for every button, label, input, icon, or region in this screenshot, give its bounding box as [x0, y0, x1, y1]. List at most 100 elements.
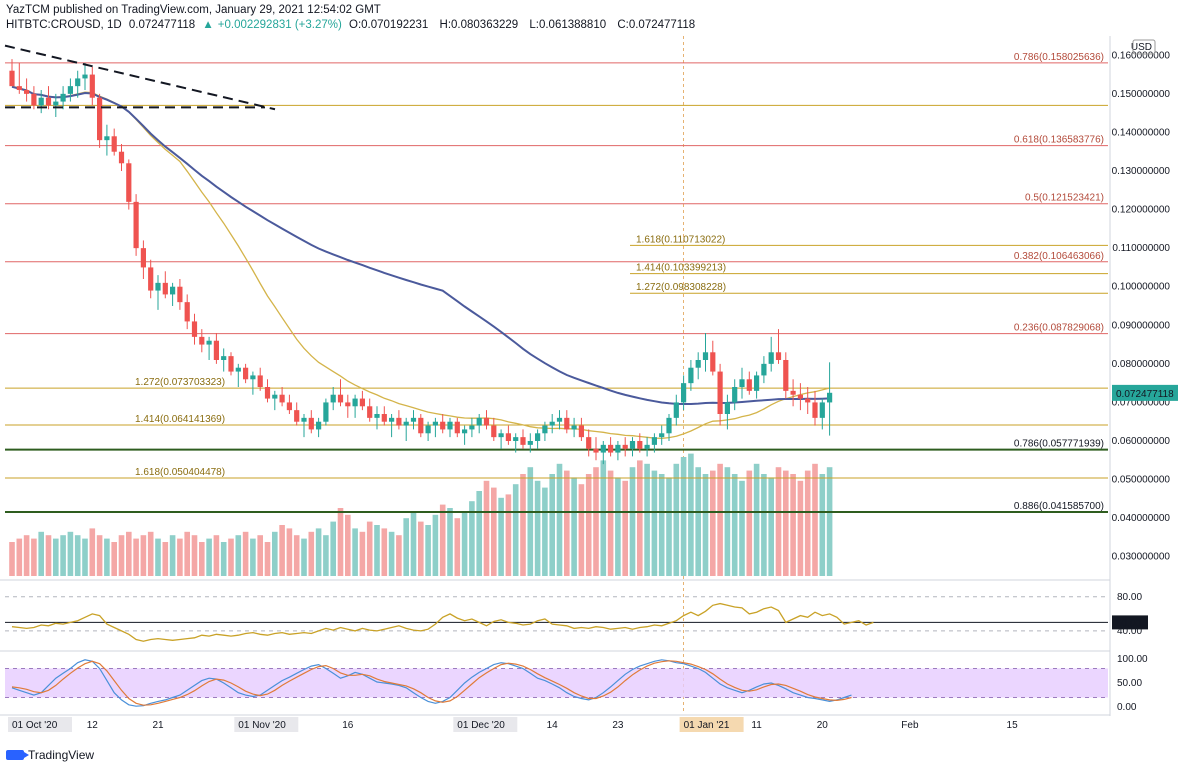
candle-body: [286, 402, 292, 411]
volume-bar: [534, 480, 541, 576]
volume-bar: [542, 487, 548, 576]
brand-label: TradingView: [28, 748, 95, 762]
candle-body: [673, 402, 679, 418]
candle-body: [732, 387, 738, 403]
time-tick-box: [8, 717, 72, 732]
candle-body: [337, 394, 344, 403]
stoch-tick-label: 100.00: [1117, 654, 1148, 665]
candle-body: [593, 448, 599, 453]
candle-body: [67, 86, 73, 94]
volume-bar: [235, 535, 242, 576]
fib-label: 0.618(0.136583776): [1014, 135, 1104, 146]
candle-body: [418, 417, 424, 434]
volume-bar: [432, 514, 439, 576]
candle-body: [184, 302, 190, 322]
candle-body: [739, 379, 745, 387]
volume-bar: [666, 477, 672, 576]
candle-body: [498, 433, 504, 438]
close-label: C:: [617, 19, 629, 31]
chart-canvas[interactable]: 0.786(0.158025636) 0.618(0.136583776) 0.5(…: [0, 36, 1185, 736]
candle-body: [469, 425, 475, 430]
currency-box: [1132, 39, 1156, 55]
candle-body: [279, 394, 285, 403]
volume-bar: [293, 535, 300, 576]
candle-body: [403, 421, 409, 426]
high-value: 0.080363229: [451, 19, 519, 31]
volume-bar: [38, 531, 44, 576]
volume-bar: [315, 528, 322, 576]
candle-body: [316, 421, 322, 430]
candle-body: [710, 352, 716, 372]
candle-body: [608, 444, 614, 453]
candle-body: [666, 417, 672, 434]
candle-body: [9, 70, 15, 87]
change-up-icon: ▲: [202, 19, 214, 31]
candle-body: [556, 417, 563, 422]
volume-bar: [746, 470, 753, 576]
fib-ext-label: 1.272(0.073703323): [135, 377, 225, 388]
volume-bar: [308, 531, 315, 576]
volume-bar: [323, 535, 329, 576]
volume-bar: [615, 477, 621, 576]
volume-bar: [242, 531, 249, 576]
tradingview-logo[interactable]: TradingView: [6, 748, 94, 762]
volume-bar: [147, 531, 154, 576]
volume-bar: [184, 531, 190, 576]
candle-body: [425, 425, 431, 434]
volume-bar: [505, 494, 512, 576]
candle-body: [527, 441, 533, 445]
candle-body: [600, 444, 606, 453]
volume-bar: [345, 514, 351, 576]
volume-bar: [512, 484, 519, 576]
volume-bar: [629, 467, 636, 576]
fib-label: 0.786(0.057771939): [1014, 439, 1104, 450]
price-tick-label: 0.040000000: [1112, 513, 1171, 524]
candle-body: [571, 425, 577, 430]
price-tick-label: 0.050000000: [1112, 475, 1171, 486]
volume-bar: [783, 470, 789, 576]
volume-bar: [199, 542, 205, 576]
candle-body: [221, 356, 227, 360]
candle-body: [505, 433, 511, 441]
low-value: 0.061388810: [538, 19, 607, 31]
rsi-value-badge: [1112, 615, 1148, 630]
candle-body: [60, 93, 66, 102]
volume-bar: [695, 467, 701, 576]
candle-body: [104, 136, 110, 141]
time-tick-label: 01 Oct '20: [12, 720, 58, 731]
volume-bar: [191, 535, 198, 576]
axes: 0.160000000 0.150000000 0.140000000 0.13000…: [0, 36, 1178, 732]
candle-body: [53, 101, 59, 106]
open-label: O:: [349, 19, 362, 31]
volume-bars: [9, 453, 833, 576]
volume-bar: [571, 477, 577, 576]
volume-bar: [418, 521, 424, 576]
candle-body: [629, 441, 636, 449]
volume-bar: [366, 521, 373, 576]
ma-short-line: [11, 85, 830, 440]
candle-body: [396, 417, 402, 426]
candle-body: [491, 425, 497, 438]
symbol-label: HITBTC:CROUSD, 1D: [6, 19, 122, 31]
candle-body: [38, 97, 44, 106]
volume-bar: [9, 542, 15, 576]
candle-body: [688, 367, 694, 384]
volume-bar: [228, 538, 234, 576]
fib-ext-label: 1.618(0.050404478): [135, 467, 225, 478]
stoch-k-line: [11, 659, 852, 707]
volume-bar: [804, 470, 811, 576]
volume-bar: [31, 538, 37, 576]
candle-body: [819, 402, 825, 418]
candle-body: [410, 417, 417, 422]
moving-averages: [11, 85, 830, 440]
price-tick-label: 0.060000000: [1112, 436, 1171, 447]
candle-body: [162, 282, 168, 295]
candle-body: [24, 90, 30, 94]
fib-label: 0.5(0.121523421): [1025, 193, 1104, 204]
fib-ext-label: 1.618(0.110713022): [636, 234, 725, 245]
rsi-line: [11, 602, 874, 642]
volume-bar: [381, 528, 388, 576]
candle-body: [644, 444, 650, 449]
close-value: 0.072477118: [628, 19, 696, 31]
volume-bar: [622, 480, 628, 576]
